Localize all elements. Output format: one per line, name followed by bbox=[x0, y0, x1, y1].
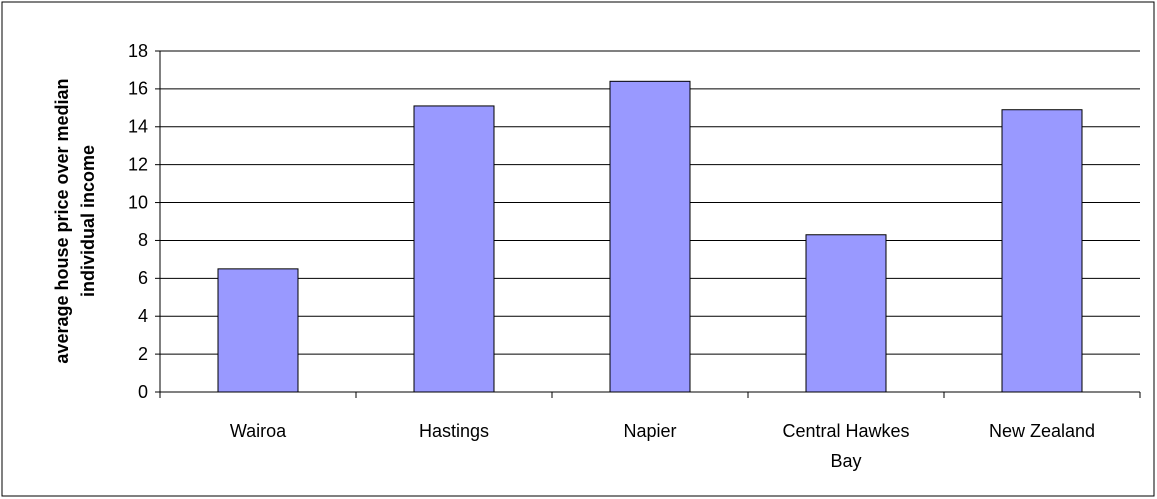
y-tick-label: 6 bbox=[138, 268, 148, 288]
x-tick-label: Central Hawkes Bay bbox=[782, 421, 910, 471]
y-tick-label: 0 bbox=[138, 382, 148, 402]
y-tick-label: 2 bbox=[138, 344, 148, 364]
x-tick-label: New Zealand bbox=[988, 421, 1096, 441]
bar bbox=[609, 80, 691, 393]
bar bbox=[413, 105, 495, 393]
bar bbox=[805, 234, 887, 393]
x-tick-label: Napier bbox=[623, 421, 677, 441]
y-tick-label: 16 bbox=[128, 79, 148, 99]
bar bbox=[217, 268, 299, 393]
y-tick-label: 18 bbox=[128, 41, 148, 61]
bar bbox=[1001, 109, 1083, 393]
y-tick-label: 4 bbox=[138, 306, 148, 326]
y-tick-label: 10 bbox=[128, 192, 148, 212]
y-tick-label: 8 bbox=[138, 230, 148, 250]
x-tick-label: Hastings bbox=[418, 421, 490, 441]
y-axis-label: average house price over median individu… bbox=[52, 78, 98, 364]
x-tick-label: Wairoa bbox=[229, 421, 287, 441]
y-tick-label: 12 bbox=[128, 154, 148, 174]
y-tick-label: 14 bbox=[128, 117, 148, 137]
